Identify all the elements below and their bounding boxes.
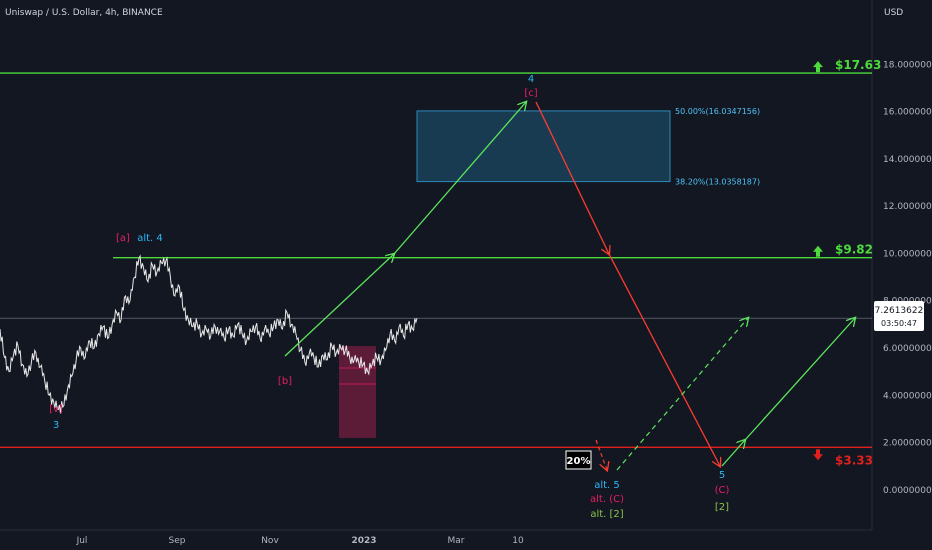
y-tick-label: 10.0000000 <box>883 249 932 259</box>
y-tick-label: 16.0000000 <box>883 108 932 118</box>
y-tick-label: 0.0000000 <box>883 486 932 496</box>
projection-arrow-up <box>393 102 526 255</box>
fib-38-label: 38.20%(13.0358187) <box>675 178 760 187</box>
arrow-up-icon <box>813 61 823 73</box>
alt-projection-arrow-down <box>595 439 607 470</box>
alt-projection-arrow-up <box>616 318 748 471</box>
x-tick-label: 10 <box>512 536 524 546</box>
x-tick-label: 2023 <box>351 536 376 546</box>
wave-label: [v] <box>49 404 63 415</box>
projection-arrow-up <box>744 318 855 441</box>
level-label: $17.63 <box>835 58 881 72</box>
y-tick-label: 4.0000000 <box>883 391 932 401</box>
wave-label: [c] <box>524 88 537 99</box>
wave-label: 4 <box>528 74 534 85</box>
y-tick-label: 14.0000000 <box>883 155 932 165</box>
wave-labels: [v] 3 [a] alt. 4 [b] 4 [c] alt. 5 alt. (… <box>49 74 729 520</box>
wave-label: 3 <box>53 420 59 431</box>
wave-label: [a] <box>116 233 130 244</box>
wave-label: alt. [2] <box>590 509 623 520</box>
current-price-countdown: 03:50:47 <box>881 319 917 328</box>
arrow-down-icon <box>813 449 823 461</box>
support-zone-rect <box>339 346 376 438</box>
probability-badge-box <box>565 450 592 470</box>
y-tick-label: 12.0000000 <box>883 202 932 212</box>
projection-arrow-down <box>608 253 720 466</box>
wave-label: alt. 4 <box>137 233 163 244</box>
projection-arrow-up <box>721 440 745 467</box>
level-label: $9.82 <box>835 243 873 257</box>
current-price-value: 7.2613622 <box>875 306 924 316</box>
probability-badge-text: 20% <box>567 456 591 467</box>
wave-label: (C) <box>715 485 730 496</box>
x-tick-label: Mar <box>448 536 465 546</box>
level-lines: $17.63 $9.82 $3.33 <box>0 58 881 467</box>
fib-50-label: 50.00%(16.0347156) <box>675 107 760 116</box>
y-tick-label: 18.0000000 <box>883 60 932 70</box>
x-tick-label: Sep <box>169 536 186 546</box>
x-axis: Jul Sep Nov 2023 Mar 10 <box>76 536 524 546</box>
wave-label: 5 <box>719 470 725 481</box>
arrow-up-icon <box>813 245 823 257</box>
wave-label: alt. 5 <box>594 480 620 491</box>
level-label: $3.33 <box>835 453 873 467</box>
chart-title: Uniswap / U.S. Dollar, 4h, BINANCE <box>5 8 163 18</box>
projection-arrow-down <box>535 101 609 254</box>
probability-badge: 20% <box>565 450 592 470</box>
wave-label: alt. (C) <box>590 494 624 505</box>
projection-paths <box>284 101 855 471</box>
current-price-tag: 7.2613622 03:50:47 <box>874 301 924 331</box>
wave-label: [b] <box>278 376 292 387</box>
fibonacci-zone[interactable] <box>416 110 671 183</box>
x-tick-label: Jul <box>76 536 88 546</box>
x-tick-label: Nov <box>261 536 279 546</box>
y-tick-label: 6.0000000 <box>883 344 932 354</box>
y-tick-label: 2.0000000 <box>883 439 932 449</box>
wave-label: [2] <box>715 502 729 513</box>
projection-arrow-up <box>284 254 394 357</box>
current-price-box <box>874 301 924 331</box>
currency-label: USD <box>884 8 903 18</box>
price-series-line <box>0 254 418 414</box>
